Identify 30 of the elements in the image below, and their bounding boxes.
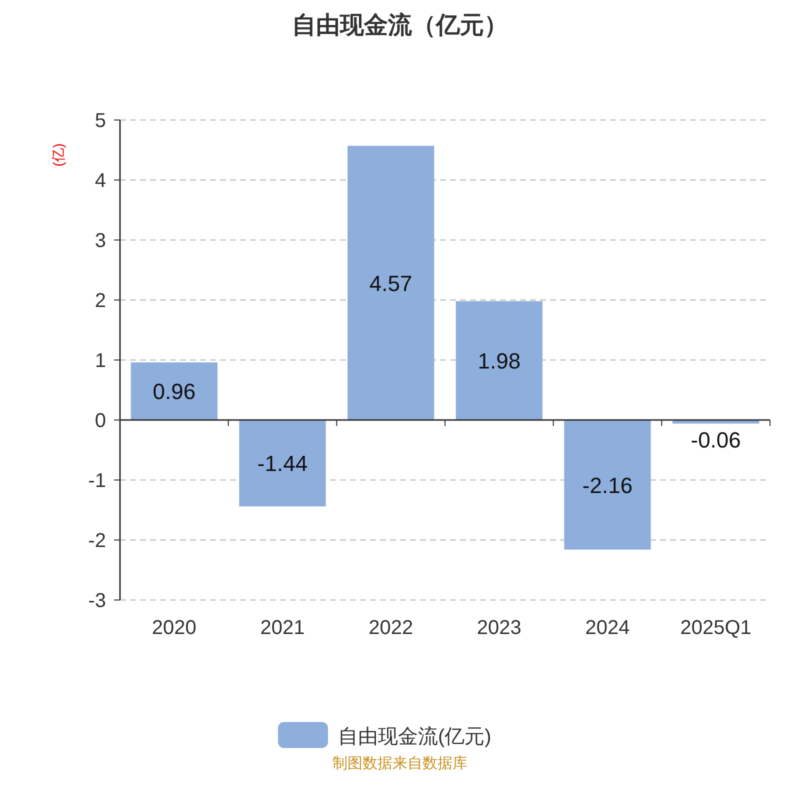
y-tick-label: 0	[94, 410, 106, 432]
y-tick-label: 5	[94, 110, 106, 132]
bar	[456, 301, 542, 420]
x-tick-label: 2025Q1	[680, 617, 752, 639]
data-label: -1.44	[257, 451, 308, 476]
x-tick-label: 2023	[476, 617, 522, 639]
chart-title: 自由现金流（亿元）	[292, 12, 508, 39]
bar	[130, 362, 218, 420]
y-tick-label: 1	[94, 350, 106, 372]
data-label: 0.96	[152, 379, 196, 404]
data-label: -2.16	[582, 472, 633, 498]
bar	[564, 420, 651, 550]
data-label: 1.98	[478, 348, 521, 374]
y-axis-title: (亿)	[50, 143, 66, 167]
y-tick-label: 4	[94, 170, 106, 192]
x-tick-label: 2020	[152, 617, 196, 639]
y-tick-label: -1	[88, 470, 106, 492]
x-tick-label: 2022	[368, 617, 414, 639]
y-tick-label: 2	[94, 290, 106, 312]
data-label: -0.06	[690, 428, 741, 453]
data-label: 4.57	[369, 270, 412, 296]
bar	[239, 420, 326, 506]
y-tick-label: -3	[88, 590, 106, 612]
x-tick-label: 2021	[260, 617, 305, 639]
bar	[348, 146, 434, 420]
text: 制图数据来自数据库	[332, 755, 468, 772]
y-tick-label: 3	[94, 230, 106, 252]
x-tick-label: 2024	[585, 617, 630, 639]
y-tick-label: -2	[88, 530, 106, 552]
legend-label: 自由现金流(亿元)	[338, 726, 492, 748]
